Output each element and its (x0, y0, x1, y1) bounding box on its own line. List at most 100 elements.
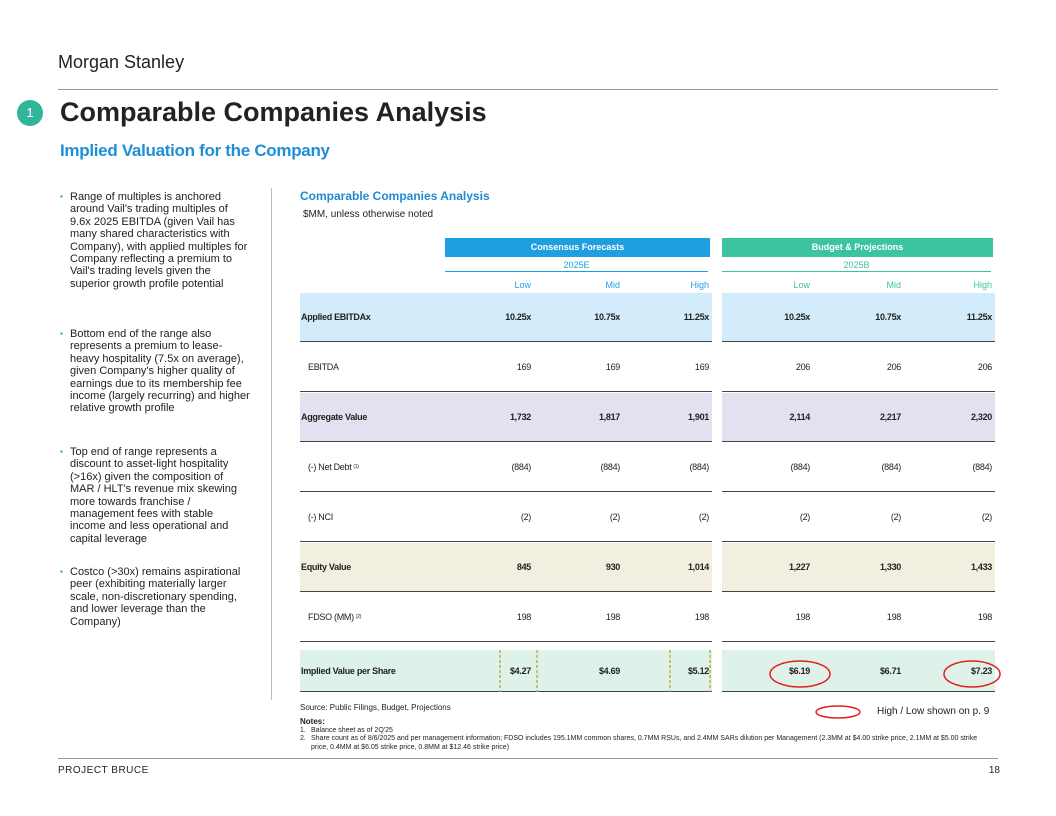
cell: 10.25x (445, 293, 534, 342)
rule (58, 758, 998, 759)
cell: (884) (445, 443, 534, 492)
project: PROJECT BRUCE (58, 765, 149, 776)
cell: 198 (445, 593, 534, 642)
cell: $6.19 (722, 650, 813, 692)
cell: (2) (722, 493, 813, 542)
column-header: High (690, 280, 709, 290)
column-header: High (973, 280, 992, 290)
cell: 1,433 (904, 543, 995, 592)
circle (769, 660, 831, 688)
bullet: Bottom end of the range also represents … (58, 328, 250, 415)
period: 2025E (445, 260, 708, 272)
cell: 845 (445, 543, 534, 592)
note-number: 1. (300, 727, 306, 734)
cell: 206 (722, 343, 813, 392)
cell: 1,227 (722, 543, 813, 592)
notes-title: Notes: (300, 717, 325, 726)
cell: 198 (623, 593, 712, 642)
note-text: Balance sheet as of 2Q'25 (311, 727, 393, 734)
cell: (2) (623, 493, 712, 542)
cell: (2) (445, 493, 534, 542)
cell: 10.75x (813, 293, 904, 342)
cell: 11.25x (904, 293, 995, 342)
units: $MM, unless otherwise noted (303, 209, 434, 220)
period: 2025B (722, 260, 991, 272)
cell: $6.71 (813, 650, 904, 692)
row-label: (-) NCI (300, 493, 445, 542)
cell: 1,732 (445, 393, 534, 442)
cell: 198 (722, 593, 813, 642)
cell: (884) (534, 443, 623, 492)
cell: 2,320 (904, 393, 995, 442)
label: (-) NCI (308, 512, 333, 522)
bullet: Costco (>30x) remains aspirational peer … (58, 566, 250, 628)
cell: $4.69 (534, 650, 623, 692)
cell: 10.25x (722, 293, 813, 342)
column-header: Low (514, 280, 531, 290)
subtitle: Implied Valuation for the Company (60, 141, 330, 160)
cell: (884) (904, 443, 995, 492)
rule (58, 89, 998, 90)
cell: 206 (904, 343, 995, 392)
brand: Morgan Stanley (58, 52, 185, 72)
row-label: Implied Value per Share (300, 650, 445, 692)
cell: $7.23 (904, 650, 995, 692)
title: Comparable Companies Analysis (60, 97, 487, 127)
cell: 930 (534, 543, 623, 592)
divider (271, 188, 272, 700)
cell: 169 (623, 343, 712, 392)
cell: 198 (904, 593, 995, 642)
group-header: Consensus Forecasts (445, 238, 710, 257)
row-label: Aggregate Value (300, 393, 445, 442)
label: Aggregate Value (301, 412, 368, 422)
row-label: EBITDA (300, 343, 445, 392)
cell: (884) (623, 443, 712, 492)
label: Implied Value per Share (301, 665, 396, 676)
note-number: 2. (300, 735, 306, 742)
source: Source: Public Filings, Budget, Projecti… (300, 703, 451, 712)
cell: 198 (813, 593, 904, 642)
label: (-) Net Debt (308, 462, 352, 472)
row-label: FDSO (MM) (2) (300, 593, 445, 642)
label: Equity Value (301, 562, 351, 572)
cell: 169 (445, 343, 534, 392)
cell: $4.27 (445, 650, 534, 692)
row-label: Applied EBITDAx (300, 293, 445, 342)
label: EBITDA (308, 362, 339, 372)
bullet: Top end of range represents a discount t… (58, 446, 250, 545)
cell: 206 (813, 343, 904, 392)
cell: 1,014 (623, 543, 712, 592)
cell: 198 (534, 593, 623, 642)
cell: 2,217 (813, 393, 904, 442)
column-header: Mid (886, 280, 901, 290)
cell: (2) (534, 493, 623, 542)
row-label: (-) Net Debt (1) (300, 443, 445, 492)
cell: 2,114 (722, 393, 813, 442)
cell: 1,330 (813, 543, 904, 592)
highlight-box (499, 650, 711, 692)
footnote-marker: (1) (353, 464, 359, 470)
cell: (2) (904, 493, 995, 542)
column-header: Low (793, 280, 810, 290)
column-header: Mid (605, 280, 620, 290)
table-title: Comparable Companies Analysis (300, 189, 490, 203)
row-label: Equity Value (300, 543, 445, 592)
cell: 1,817 (534, 393, 623, 442)
footnote-marker: (2) (355, 614, 362, 620)
cell: 1,901 (623, 393, 712, 442)
cell: 11.25x (623, 293, 712, 342)
group-header: Budget & Projections (722, 238, 993, 257)
label: FDSO (MM) (308, 612, 354, 622)
annotation: High / Low shown on p. 9 (877, 706, 990, 717)
cell: (884) (722, 443, 813, 492)
cell: 169 (534, 343, 623, 392)
legend-circle (815, 705, 861, 719)
label: Applied EBITDAx (301, 312, 371, 322)
cell: (2) (813, 493, 904, 542)
cell: $5.12 (623, 650, 712, 692)
page-number: 18 (988, 765, 1000, 776)
circle (943, 660, 1001, 688)
note-text: Share count as of 8/6/2025 and per manag… (311, 735, 978, 751)
